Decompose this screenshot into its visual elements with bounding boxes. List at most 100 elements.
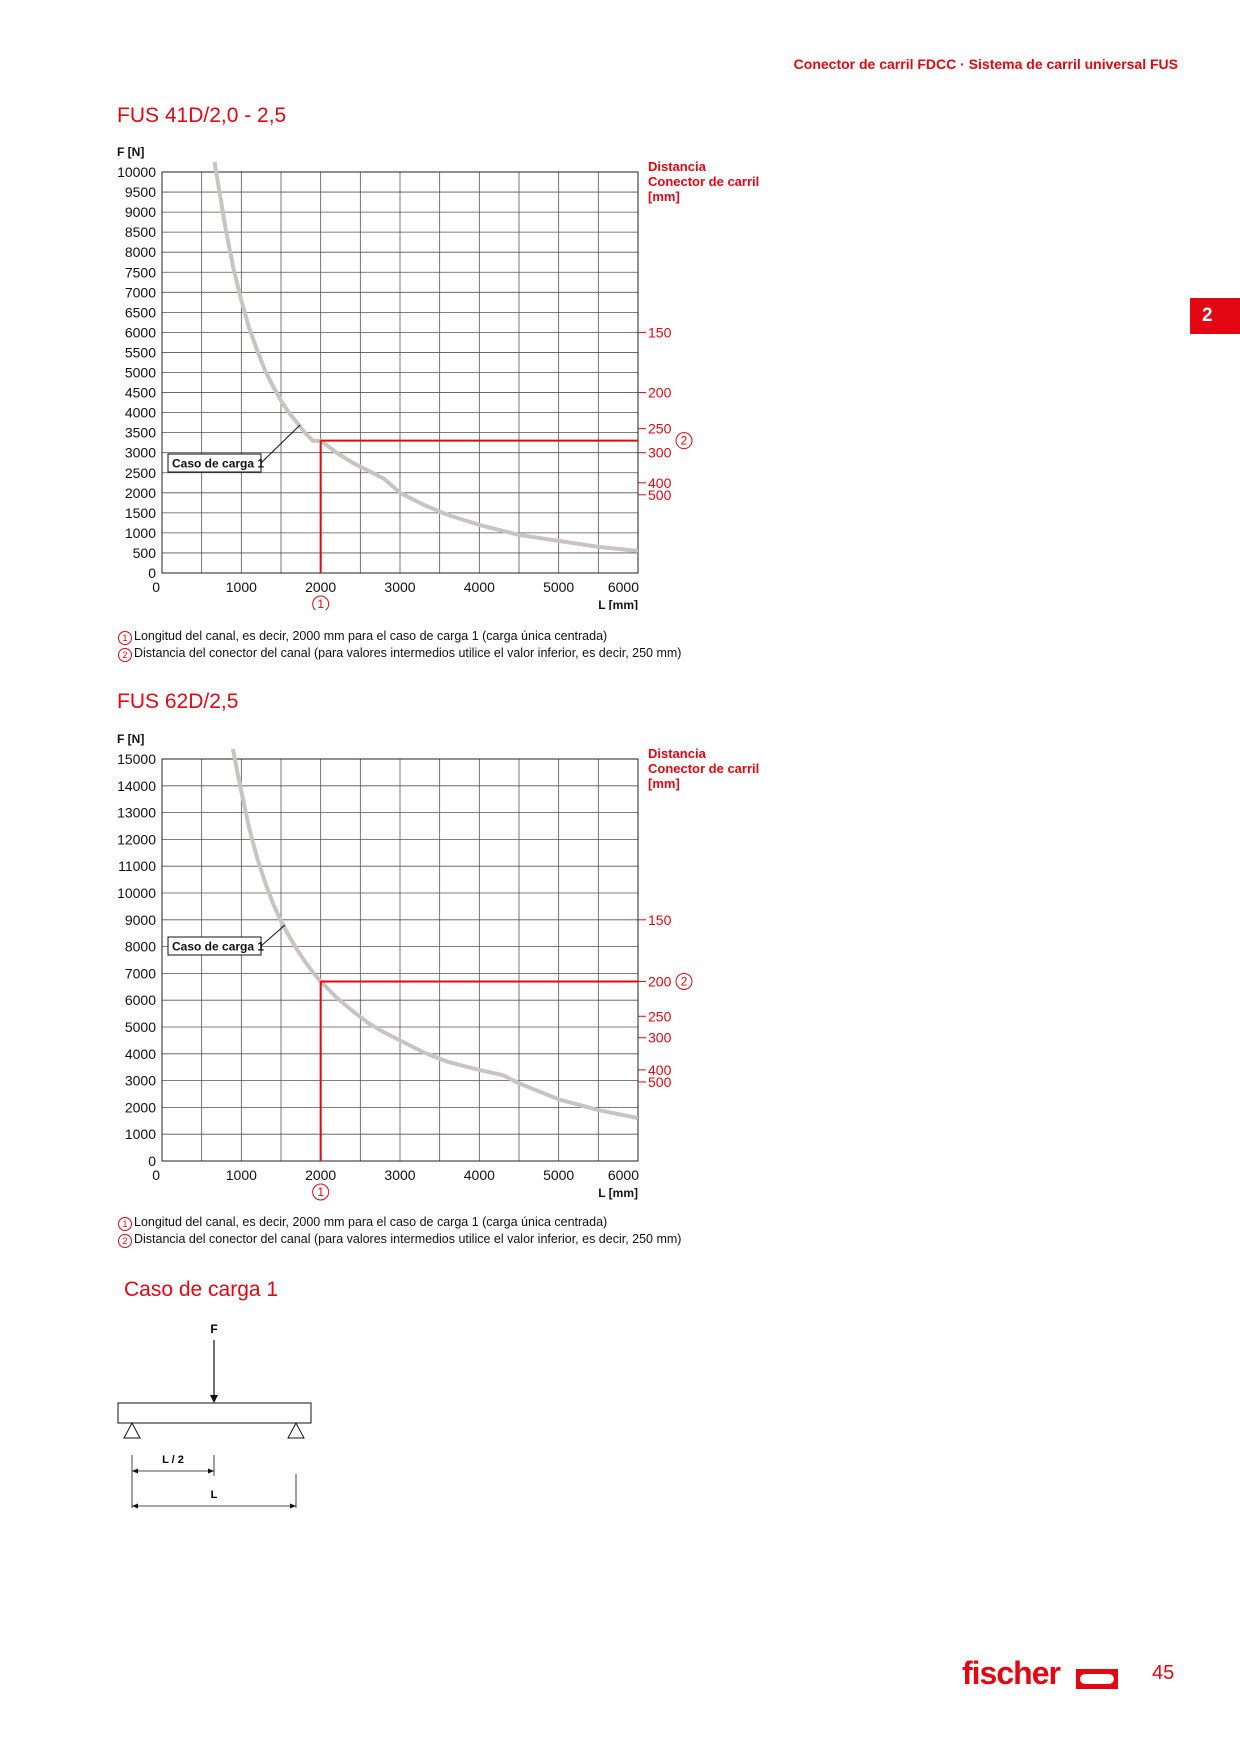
marker-1-label: 1 [317,1185,324,1199]
right-axis-title-line: Conector de carril [648,761,759,776]
x-tick-label: 4000 [464,579,495,595]
right-axis-tick-label: 500 [648,487,672,503]
right-axis-title-line: Conector de carril [648,174,759,189]
y-tick-label: 4000 [125,405,156,421]
fischer-logo-mark-icon [1076,1669,1118,1689]
y-tick-label: 7000 [125,965,156,981]
header-title: Conector de carril FDCC · Sistema de car… [794,56,1178,72]
y-tick-label: 9500 [125,184,156,200]
x-tick-label: 5000 [543,1167,574,1183]
x-tick-label: 6000 [608,579,639,595]
beam [118,1403,311,1423]
y-tick-label: 6000 [125,992,156,1008]
chapter-tab[interactable]: 2 [1190,298,1240,334]
y-tick-label: 6500 [125,304,156,320]
right-axis-tick-label: 200 [648,973,672,989]
x-tick-label: 4000 [464,1167,495,1183]
chart-2-footnote-1: 1 Longitud del canal, es decir, 2000 mm p… [118,1214,681,1231]
x-tick-label: 6000 [608,1167,639,1183]
footnote-marker-1: 1 [118,631,132,645]
dim-arrow [208,1469,214,1474]
chart-1-footnote-1: 1 Longitud del canal, es decir, 2000 mm p… [118,628,681,645]
y-tick-label: 1000 [125,1126,156,1142]
right-axis-title-line: Distancia [648,746,707,761]
y-tick-label: 6000 [125,324,156,340]
y-tick-label: 14000 [117,778,156,794]
x-tick-label: 3000 [384,579,415,595]
x-tick-label: 3000 [384,1167,415,1183]
x-tick-label: 0 [152,579,160,595]
callout-label: Caso de carga 1 [172,457,264,471]
x-tick-label: 1000 [226,1167,257,1183]
dim-arrow [290,1504,296,1509]
x-tick-label: 2000 [305,579,336,595]
chart-1-svg: 0500100015002000250030003500400045005000… [0,130,800,610]
chart-2-footnote-2: 2 Distancia del conector del canal (para … [118,1231,681,1248]
x-axis-label: L [mm] [598,598,638,610]
chart-1-title: FUS 41D/2,0 - 2,5 [117,104,286,128]
footnote-marker-2: 2 [118,648,132,662]
y-tick-label: 8500 [125,224,156,240]
marker-2-label: 2 [681,974,688,988]
load-curve-line [232,743,638,1118]
y-tick-label: 10000 [117,164,156,180]
y-tick-label: 7500 [125,264,156,280]
chart-1-footnote-2: 2 Distancia del conector del canal (para … [118,645,681,662]
right-support-icon [288,1423,304,1438]
callout-leader-line [261,425,300,463]
footnote-text: Distancia del conector del canal (para v… [134,646,681,660]
right-axis-tick-label: 300 [648,445,672,461]
chart-1-footnotes: 1 Longitud del canal, es decir, 2000 mm p… [118,628,681,662]
right-axis-tick-label: 150 [648,324,672,340]
load-curve-line [214,156,638,551]
chart-2-title: FUS 62D/2,5 [117,690,238,714]
chart-2-footnotes: 1 Longitud del canal, es decir, 2000 mm p… [118,1214,681,1248]
y-tick-label: 2500 [125,465,156,481]
right-axis-tick-label: 500 [648,1074,672,1090]
right-axis-title-line: Distancia [648,159,707,174]
load-case-title: Caso de carga 1 [124,1278,278,1302]
x-tick-label: 2000 [305,1167,336,1183]
x-tick-label: 1000 [226,579,257,595]
y-tick-label: 8000 [125,939,156,955]
callout-label: Caso de carga 1 [172,940,264,954]
y-tick-label: 12000 [117,831,156,847]
y-axis-label: F [N] [117,145,144,159]
y-tick-label: 3500 [125,425,156,441]
right-axis-tick-label: 150 [648,912,672,928]
page-number: 45 [1152,1662,1174,1685]
right-axis-tick-label: 250 [648,421,672,437]
footnote-text: Longitud del canal, es decir, 2000 mm pa… [134,1215,607,1229]
y-tick-label: 1000 [125,525,156,541]
y-tick-label: 9000 [125,204,156,220]
marker-1-label: 1 [317,597,324,610]
load-case-diagram: F L / 2 L [100,1310,340,1520]
y-tick-label: 3000 [125,445,156,461]
y-tick-label: 2000 [125,1099,156,1115]
force-arrow-head [210,1395,218,1403]
right-axis-tick-label: 300 [648,1030,672,1046]
footnote-marker-1: 1 [118,1217,132,1231]
y-tick-label: 2000 [125,485,156,501]
half-span-label: L / 2 [162,1454,184,1466]
chart-2-svg: 0100020003000400050006000700080009000100… [0,716,800,1206]
y-tick-label: 500 [133,545,157,561]
marker-2-label: 2 [681,434,688,448]
span-label: L [211,1489,218,1501]
dim-arrow [132,1504,138,1509]
y-tick-label: 5000 [125,365,156,381]
y-axis-label: F [N] [117,732,144,746]
force-label: F [210,1322,217,1336]
footnote-text: Longitud del canal, es decir, 2000 mm pa… [134,629,607,643]
right-axis-title-line: [mm] [648,776,680,791]
right-axis-tick-label: 250 [648,1008,672,1024]
y-tick-label: 9000 [125,912,156,928]
y-tick-label: 10000 [117,885,156,901]
y-tick-label: 3000 [125,1073,156,1089]
footnote-marker-2: 2 [118,1234,132,1248]
y-tick-label: 7000 [125,284,156,300]
y-tick-label: 5000 [125,1019,156,1035]
y-tick-label: 13000 [117,805,156,821]
right-axis-tick-label: 200 [648,385,672,401]
y-tick-label: 5500 [125,344,156,360]
